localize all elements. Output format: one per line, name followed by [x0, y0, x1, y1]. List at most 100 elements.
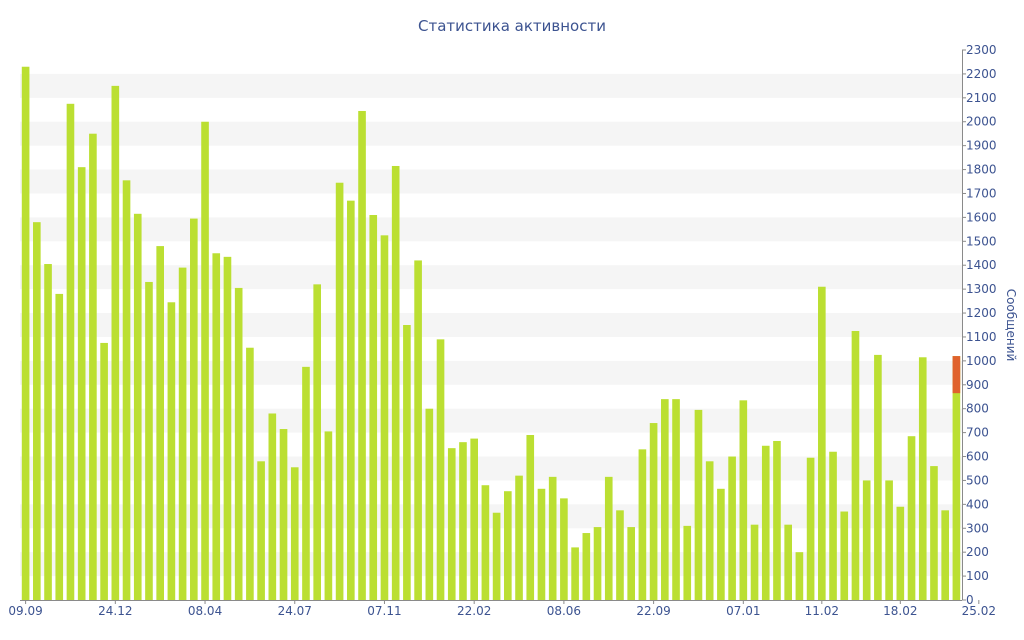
grid-band [20, 265, 962, 290]
y-tick-label: 1300 [966, 282, 997, 296]
bar [313, 284, 321, 600]
grid-band [20, 456, 962, 481]
x-tick-label: 25.02 [962, 604, 996, 618]
bar [840, 511, 849, 600]
bar [380, 235, 389, 600]
bar [874, 354, 882, 600]
y-tick-label: 400 [966, 497, 989, 511]
y-axis-label: Сообщений [1004, 289, 1018, 362]
x-tick-label: 24.12 [98, 604, 132, 618]
y-tick-label: 1400 [966, 258, 997, 272]
bar [705, 461, 714, 600]
y-tick-label: 2300 [966, 43, 997, 57]
x-tick-label: 08.06 [547, 604, 581, 618]
x-axis-ticks: 09.09 24.12 08.04 24.07 07.11 22.02 08.06 22.09… [8, 600, 996, 618]
bar [896, 506, 905, 600]
chart-title: Статистика активности [418, 17, 606, 35]
bar [290, 467, 299, 600]
bar [257, 461, 265, 600]
y-tick-label: 700 [966, 426, 989, 440]
bar [302, 366, 310, 600]
bar [21, 66, 30, 601]
bar [55, 293, 64, 600]
x-tick-label: 11.02 [805, 604, 839, 618]
y-tick-label: 1700 [966, 186, 997, 200]
bar [403, 325, 411, 600]
bar [268, 413, 277, 600]
y-tick-label: 1600 [966, 210, 997, 224]
bar [526, 435, 535, 600]
bar [761, 445, 770, 600]
bar [683, 525, 692, 600]
bar [571, 547, 579, 600]
bar [425, 408, 434, 600]
grid-bands [20, 73, 962, 577]
bars [21, 66, 961, 601]
bar [100, 342, 108, 600]
y-tick-label: 2100 [966, 91, 997, 105]
bar [156, 246, 164, 600]
y-tick-label: 800 [966, 402, 989, 416]
bar [739, 400, 748, 600]
bar [111, 85, 120, 601]
bar [414, 260, 422, 600]
bar [582, 533, 591, 600]
y-tick-label: 1500 [966, 234, 997, 248]
y-tick-label: 300 [966, 521, 989, 535]
bar [234, 287, 243, 600]
y-tick-label: 1000 [966, 354, 997, 368]
bar [201, 121, 209, 601]
bar [885, 480, 893, 600]
y-tick-label: 100 [966, 569, 989, 583]
bar [537, 488, 546, 600]
bar [33, 222, 41, 601]
bar [851, 330, 860, 600]
y-tick-label: 2000 [966, 115, 997, 129]
grid-band [20, 552, 962, 577]
bar [66, 103, 75, 601]
y-tick-label: 900 [966, 378, 989, 392]
x-tick-label: 07.11 [367, 604, 401, 618]
bar [627, 527, 635, 600]
bar [133, 213, 142, 601]
bar-highlight-segment [952, 356, 961, 394]
bar [672, 399, 680, 600]
bar [335, 182, 344, 600]
grid-band [20, 217, 962, 242]
y-tick-label: 500 [966, 473, 989, 487]
bar [492, 512, 501, 600]
x-tick-label: 24.07 [278, 604, 312, 618]
y-tick-label: 600 [966, 450, 989, 464]
bar [459, 442, 467, 600]
bar [122, 180, 131, 600]
y-tick-label: 1100 [966, 330, 997, 344]
bar [638, 449, 647, 600]
bar [952, 356, 961, 600]
y-tick-label: 1200 [966, 306, 997, 320]
bar [661, 399, 669, 600]
bar [862, 480, 871, 600]
bar [470, 438, 478, 600]
bar [941, 510, 949, 600]
bar [279, 429, 288, 600]
x-tick-label: 22.09 [636, 604, 670, 618]
grid-band [20, 504, 962, 529]
bar [717, 488, 725, 600]
grid-band [20, 360, 962, 385]
bar [649, 423, 658, 600]
bar [548, 476, 557, 600]
axes [20, 50, 963, 601]
bar [223, 256, 232, 600]
grid-band [20, 121, 962, 146]
bar [773, 440, 781, 600]
bar [515, 475, 523, 600]
bar [369, 215, 378, 600]
bar [436, 339, 445, 600]
bar [481, 485, 490, 600]
bar [167, 302, 176, 600]
y-tick-label: 1800 [966, 163, 997, 177]
bar [324, 431, 333, 600]
bar [212, 253, 221, 600]
